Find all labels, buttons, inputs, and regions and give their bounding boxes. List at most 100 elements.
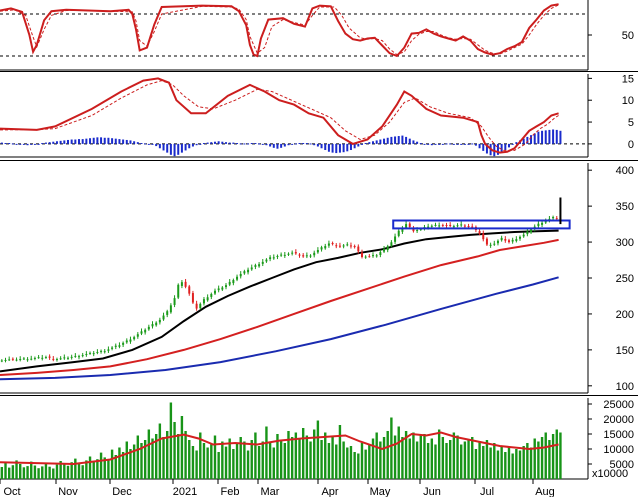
macd-histogram-bar (500, 143, 503, 153)
volume-bar (279, 440, 283, 479)
macd-histogram-bar (360, 143, 363, 145)
price-y-tick-label: 200 (616, 309, 634, 321)
macd-histogram-bar (129, 140, 132, 144)
macd-histogram-bar (258, 143, 261, 145)
volume-bar (158, 423, 162, 479)
volume-bar (324, 432, 327, 479)
stochastic-k-line (0, 3, 559, 58)
candle-body (349, 245, 352, 247)
candle-body (504, 238, 507, 241)
macd-histogram-bar (92, 137, 95, 144)
macd-histogram-bar (15, 143, 18, 145)
macd-histogram-bar (349, 143, 352, 151)
macd-histogram-bar (533, 133, 536, 144)
volume-bar (199, 432, 202, 479)
volume-bar (213, 435, 217, 479)
macd-histogram-bar (471, 143, 474, 145)
volume-bar (48, 466, 51, 479)
candle-body (107, 349, 110, 351)
volume-bar (298, 438, 301, 479)
volume-bar (364, 449, 367, 479)
candle-body (555, 218, 558, 220)
candle-body (63, 357, 66, 359)
macd-histogram-bar (555, 129, 558, 144)
volume-bar (118, 447, 121, 479)
volume-bar (217, 452, 220, 479)
candle-body (232, 280, 235, 284)
macd-histogram-bar (188, 143, 191, 149)
macd-histogram-bar (225, 142, 228, 144)
candle-body (41, 357, 44, 359)
candle-body (236, 276, 239, 280)
volume-bar (235, 443, 239, 479)
volume-bar (188, 440, 191, 479)
x-axis-month-label: Nov (58, 486, 78, 497)
macd-histogram-bar (335, 143, 338, 154)
macd-histogram-bar (96, 137, 99, 144)
candle-body (445, 225, 448, 227)
macd-histogram-bar (460, 143, 463, 145)
macd-histogram-bar (353, 143, 356, 149)
volume-bar (63, 463, 66, 479)
macd-histogram-bar (85, 138, 88, 144)
macd-histogram-bar (294, 143, 297, 145)
candle-body (320, 247, 323, 250)
volume-bar (482, 446, 485, 479)
volume-bar (426, 443, 430, 479)
candle-body (456, 225, 459, 227)
volume-bar (460, 444, 463, 479)
macd-histogram-bar (118, 139, 121, 144)
macd-histogram-bar (438, 143, 441, 145)
macd-histogram-bar (173, 143, 176, 157)
x-axis-month-label: May (370, 486, 391, 497)
macd-histogram-bar (232, 142, 235, 144)
macd-histogram (0, 129, 562, 157)
macd-histogram-bar (78, 139, 81, 144)
macd-histogram-bar (544, 130, 547, 144)
macd-histogram-bar (302, 143, 305, 145)
macd-histogram-bar (372, 141, 375, 144)
volume-bar (210, 444, 213, 479)
macd-histogram-bar (467, 143, 470, 145)
macd-histogram-bar (239, 143, 242, 145)
volume-bar (228, 438, 231, 479)
macd-histogram-bar (283, 143, 286, 147)
macd-histogram-bar (144, 143, 147, 145)
candle-body (353, 246, 356, 248)
volume-bar (412, 432, 415, 479)
macd-y-tick-label: 15 (622, 73, 634, 85)
volume-bar (52, 468, 55, 479)
candle-body (511, 239, 514, 242)
macd-histogram-bar (261, 143, 264, 145)
volume-bars (0, 402, 562, 479)
volume-bar (74, 458, 77, 479)
macd-histogram-bar (37, 143, 40, 145)
volume-bar (360, 443, 364, 479)
volume-bar (493, 443, 496, 479)
volume-bar (419, 435, 422, 479)
macd-histogram-bar (180, 143, 183, 153)
candle-body (19, 359, 22, 361)
volume-bar (430, 438, 434, 479)
macd-histogram-bar (401, 135, 404, 144)
volume-bar (272, 447, 275, 479)
volume-bar (327, 443, 331, 479)
candle-body (294, 252, 297, 254)
macd-histogram-bar (357, 143, 360, 147)
macd-histogram-bar (522, 138, 525, 144)
volume-bar (379, 441, 382, 479)
macd-histogram-bar (210, 142, 213, 144)
volume-bar (265, 426, 268, 479)
volume-bar (404, 431, 408, 479)
volume-bar (313, 429, 316, 479)
volume-bar (55, 464, 59, 479)
candle-body (485, 238, 488, 245)
volume-bar (456, 435, 459, 479)
macd-histogram-bar (463, 143, 466, 145)
volume-bar (463, 441, 467, 479)
volume-bar (441, 437, 445, 479)
macd-histogram-bar (107, 137, 110, 144)
macd-histogram-bar (327, 143, 330, 152)
volume-bar (19, 464, 22, 479)
moving-average-black (0, 229, 559, 373)
